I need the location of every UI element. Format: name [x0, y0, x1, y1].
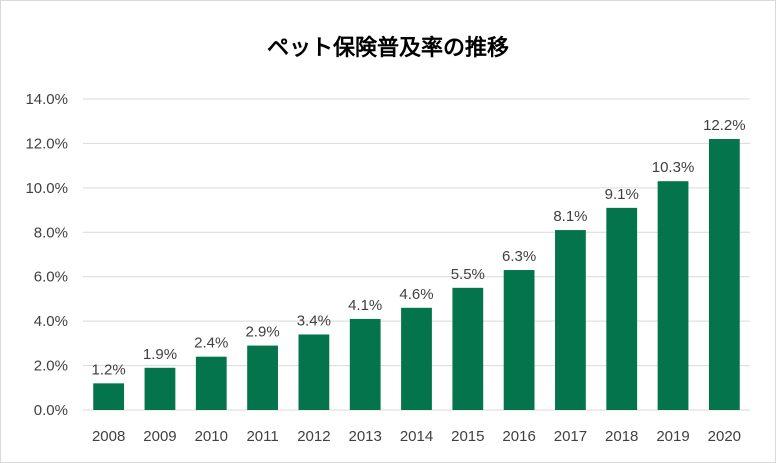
bars: [93, 138, 740, 410]
chart-title: ペット保険普及率の推移: [266, 36, 509, 61]
bar-2011: [247, 345, 278, 410]
bar-2016: [503, 270, 535, 410]
bar-2017: [555, 230, 586, 410]
bar-2015: [452, 287, 484, 410]
x-axis-ticks: 2008 2009 2010 2011 2012 2013 2014 2015 2016 2017…: [92, 428, 741, 445]
y-tick-label: 4.0%: [34, 313, 68, 330]
x-tick-label: 2020: [708, 428, 741, 445]
y-tick-label: 8.0%: [34, 224, 68, 241]
x-tick-label: 2017: [554, 428, 587, 445]
bar-2012: [298, 334, 330, 410]
bar-2019: [657, 181, 689, 410]
bar-2020: [708, 138, 740, 410]
x-tick-label: 2015: [451, 428, 484, 445]
data-label-2013: 4.1%: [348, 297, 382, 314]
data-label-2016: 6.3%: [502, 248, 536, 265]
x-tick-label: 2008: [92, 428, 125, 445]
bar-2008: [93, 383, 125, 410]
x-tick-label: 2009: [143, 428, 176, 445]
data-label-2010: 2.4%: [194, 335, 228, 352]
y-tick-label: 14.0%: [25, 91, 68, 108]
y-tick-label: 6.0%: [34, 269, 68, 286]
x-tick-label: 2011: [246, 428, 278, 445]
x-tick-label: 2019: [656, 428, 689, 445]
data-label-2012: 3.4%: [297, 312, 331, 329]
x-tick-label: 2016: [502, 428, 535, 445]
x-tick-label: 2010: [195, 428, 228, 445]
y-tick-label: 0.0%: [34, 402, 68, 419]
bar-2010: [195, 356, 227, 410]
data-label-2015: 5.5%: [451, 266, 485, 283]
data-label-2020: 12.2%: [703, 117, 746, 134]
data-label-2014: 4.6%: [399, 286, 433, 303]
y-axis-ticks: 0.0% 2.0% 4.0% 6.0% 8.0% 10.0% 12.0% 14.0%: [25, 91, 68, 419]
bar-2014: [401, 307, 432, 410]
data-label-2017: 8.1%: [553, 208, 587, 225]
bar-2018: [606, 207, 638, 410]
bar-2009: [144, 367, 176, 410]
data-labels: 1.2% 1.9% 2.4% 2.9% 3.4% 4.1% 4.6% 5.5% 6.3% 8.1%…: [92, 117, 746, 378]
data-label-2018: 9.1%: [605, 186, 639, 203]
data-label-2011: 2.9%: [245, 324, 279, 341]
x-tick-label: 2013: [349, 428, 382, 445]
y-tick-label: 12.0%: [25, 135, 68, 152]
bar-2013: [349, 318, 381, 410]
x-tick-label: 2012: [297, 428, 330, 445]
data-label-2008: 1.2%: [92, 361, 126, 378]
x-tick-label: 2014: [400, 428, 433, 445]
y-tick-label: 10.0%: [25, 180, 68, 197]
data-label-2019: 10.3%: [652, 159, 695, 176]
data-label-2009: 1.9%: [143, 346, 177, 363]
x-tick-label: 2018: [605, 428, 638, 445]
y-tick-label: 2.0%: [34, 358, 68, 375]
